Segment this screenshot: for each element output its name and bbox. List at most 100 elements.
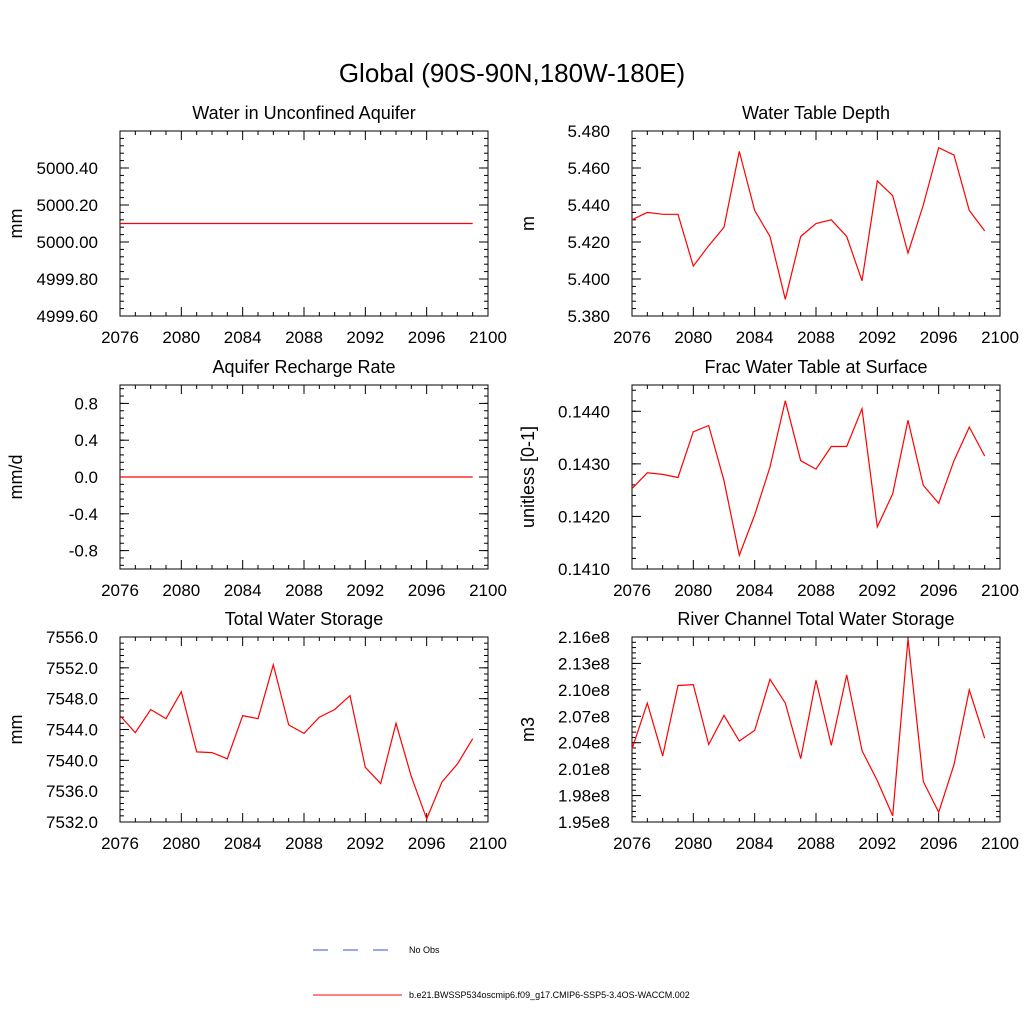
y-tick-label: 0.1420 — [558, 507, 610, 526]
x-tick-label: 2092 — [858, 834, 896, 853]
y-axis-label: m — [518, 216, 538, 231]
legend-model-label: b.e21.BWSSP534oscmip6.f09_g17.CMIP6-SSP5… — [409, 990, 690, 1000]
x-tick-label: 2076 — [101, 328, 139, 347]
x-tick-label: 2088 — [285, 581, 323, 600]
x-tick-label: 2088 — [797, 328, 835, 347]
x-tick-label: 2096 — [920, 581, 958, 600]
y-tick-label: 2.04e8 — [558, 734, 610, 753]
chart-panel-4: Frac Water Table at Surface unitless [0-1… — [518, 357, 1019, 600]
y-tick-label: 7540.0 — [46, 751, 98, 770]
x-tick-label: 2084 — [736, 328, 774, 347]
chart-panel-1: Water in Unconfined Aquifer mm 2076 2080 208… — [6, 103, 507, 347]
y-tick-label: 2.16e8 — [558, 628, 610, 647]
series-line — [119, 662, 474, 821]
x-tick-label: 2092 — [346, 328, 384, 347]
x-tick-label: 2096 — [920, 328, 958, 347]
x-tick-label: 2084 — [224, 581, 262, 600]
x-tick-label: 2076 — [613, 834, 651, 853]
chart-panel-3: Aquifer Recharge Rate mm/d 2076 2080 2084 208… — [6, 357, 507, 600]
y-tick-label: 2.01e8 — [558, 760, 610, 779]
x-tick-label: 2096 — [408, 834, 446, 853]
x-tick-label: 2084 — [224, 834, 262, 853]
chart-title: Frac Water Table at Surface — [704, 357, 927, 377]
x-tick-label: 2088 — [285, 834, 323, 853]
chart-panel-6: River Channel Total Water Storage m3 2076 2… — [518, 609, 1019, 853]
y-tick-label: 0.1440 — [558, 402, 610, 421]
plot-frame — [631, 384, 1001, 570]
y-tick-label: 5.420 — [567, 233, 610, 252]
chart-title: River Channel Total Water Storage — [677, 609, 954, 629]
y-tick-label: 2.13e8 — [558, 654, 610, 673]
chart-panel-2: Water Table Depth m 2076 2080 2084 2088 2092 20… — [518, 103, 1019, 347]
y-tick-label: 5000.40 — [37, 159, 98, 178]
series-line — [631, 400, 986, 558]
x-tick-label: 2096 — [920, 834, 958, 853]
x-tick-label: 2080 — [674, 581, 712, 600]
x-tick-label: 2080 — [674, 328, 712, 347]
y-tick-label: 2.07e8 — [558, 707, 610, 726]
x-tick-label: 2088 — [797, 834, 835, 853]
y-tick-label: 7532.0 — [46, 813, 98, 832]
x-tick-label: 2100 — [469, 328, 507, 347]
y-tick-label: 2.10e8 — [558, 681, 610, 700]
x-tick-label: 2100 — [981, 581, 1019, 600]
x-tick-label: 2080 — [162, 834, 200, 853]
y-tick-label: 0.8 — [74, 394, 98, 413]
x-tick-label: 2100 — [469, 834, 507, 853]
y-tick-label: 5000.00 — [37, 233, 98, 252]
x-tick-label: 2092 — [346, 834, 384, 853]
series-line — [631, 638, 986, 817]
y-tick-label: 7556.0 — [46, 628, 98, 647]
chart-title: Total Water Storage — [225, 609, 383, 629]
y-tick-label: 0.4 — [74, 431, 98, 450]
x-tick-label: 2092 — [858, 328, 896, 347]
chart-title: Water Table Depth — [742, 103, 890, 123]
y-tick-label: 5.460 — [567, 159, 610, 178]
y-axis-label: mm/d — [6, 455, 26, 500]
chart-title: Water in Unconfined Aquifer — [192, 103, 415, 123]
y-tick-label: 7544.0 — [46, 721, 98, 740]
chart-panels: Water in Unconfined Aquifer mm 2076 2080 208… — [6, 103, 1019, 853]
y-tick-label: 7552.0 — [46, 659, 98, 678]
x-tick-label: 2100 — [981, 328, 1019, 347]
y-tick-label: 5000.20 — [37, 196, 98, 215]
y-tick-label: -0.4 — [69, 505, 98, 524]
x-tick-label: 2080 — [674, 834, 712, 853]
y-tick-label: 5.380 — [567, 307, 610, 326]
x-tick-label: 2084 — [736, 834, 774, 853]
y-tick-label: 1.98e8 — [558, 787, 610, 806]
y-tick-label: 7548.0 — [46, 690, 98, 709]
y-axis-label: unitless [0-1] — [518, 426, 538, 528]
y-tick-label: 0.0 — [74, 468, 98, 487]
x-tick-label: 2076 — [613, 581, 651, 600]
x-tick-label: 2096 — [408, 328, 446, 347]
x-tick-label: 2084 — [736, 581, 774, 600]
figure-title: Global (90S-90N,180W-180E) — [339, 58, 685, 88]
y-tick-label: -0.8 — [69, 542, 98, 561]
chart-panel-5: Total Water Storage mm 2076 2080 2084 2088 209… — [6, 609, 507, 853]
series-line — [631, 146, 986, 300]
x-tick-label: 2076 — [101, 581, 139, 600]
y-tick-label: 0.1430 — [558, 455, 610, 474]
x-tick-label: 2092 — [858, 581, 896, 600]
x-tick-label: 2076 — [101, 834, 139, 853]
y-tick-label: 7536.0 — [46, 782, 98, 801]
x-tick-label: 2084 — [224, 328, 262, 347]
x-tick-label: 2096 — [408, 581, 446, 600]
y-tick-label: 5.440 — [567, 196, 610, 215]
x-tick-label: 2100 — [981, 834, 1019, 853]
y-tick-label: 4999.60 — [37, 307, 98, 326]
y-axis-label: m3 — [518, 717, 538, 742]
y-tick-label: 0.1410 — [558, 560, 610, 579]
x-tick-label: 2088 — [797, 581, 835, 600]
y-tick-label: 5.400 — [567, 270, 610, 289]
x-tick-label: 2080 — [162, 581, 200, 600]
x-tick-label: 2100 — [469, 581, 507, 600]
y-tick-label: 1.95e8 — [558, 813, 610, 832]
x-tick-label: 2076 — [613, 328, 651, 347]
legend: No Obs b.e21.BWSSP534oscmip6.f09_g17.CMI… — [313, 945, 690, 1000]
x-tick-label: 2088 — [285, 328, 323, 347]
y-axis-label: mm — [6, 715, 26, 745]
x-tick-label: 2080 — [162, 328, 200, 347]
